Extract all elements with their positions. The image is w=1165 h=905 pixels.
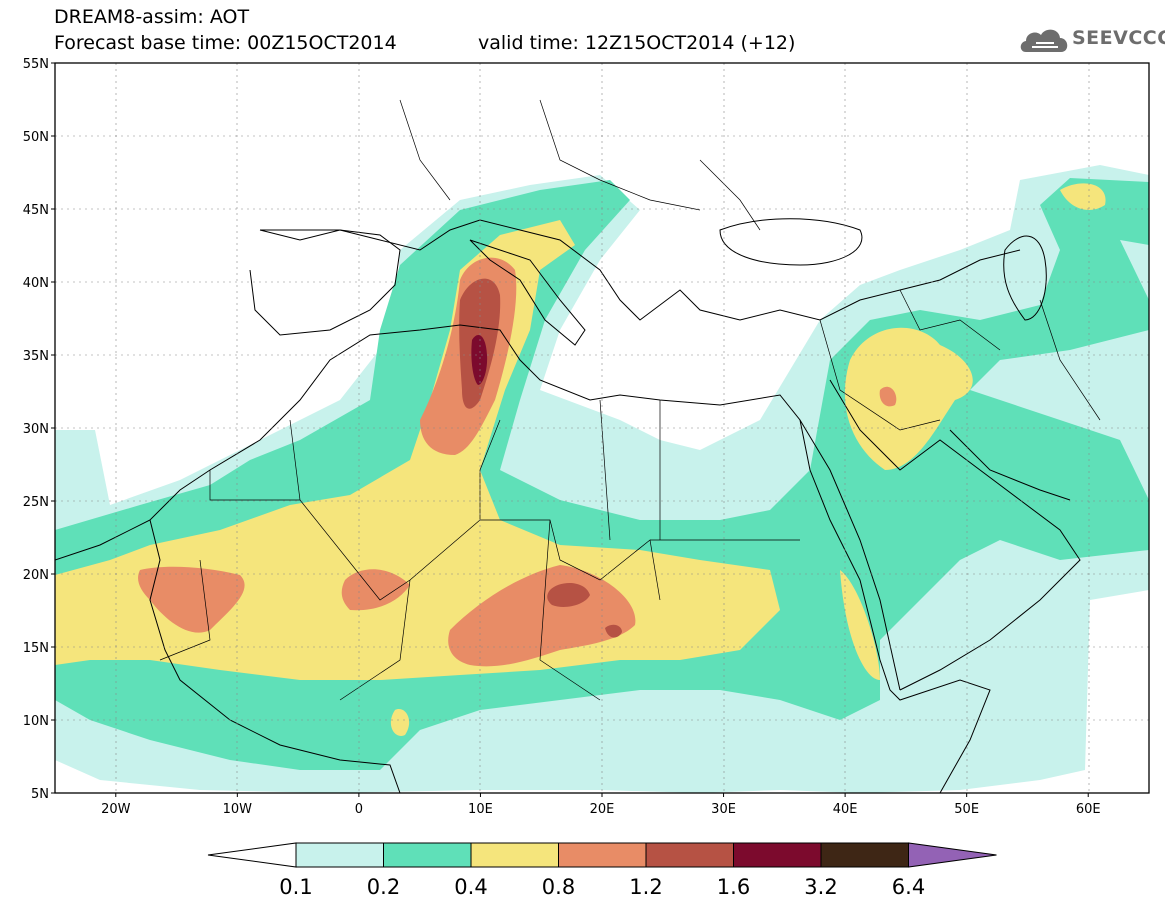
lat-tick-label: 25N bbox=[23, 495, 49, 510]
lon-tick-label: 0 bbox=[355, 802, 363, 817]
aot-band-1.2 bbox=[459, 278, 622, 638]
map-title: DREAM8-assim: AOT bbox=[54, 6, 250, 28]
colorbar-label: 1.2 bbox=[629, 875, 662, 899]
lat-tick-label: 5N bbox=[31, 787, 49, 802]
lat-tick-label: 15N bbox=[23, 641, 49, 656]
colorbar-swatch bbox=[733, 842, 822, 868]
aot-band-1.6 bbox=[471, 335, 488, 385]
iberia-coast bbox=[249, 229, 401, 336]
colorbar-label: 3.2 bbox=[804, 875, 837, 899]
lat-tick-label: 55N bbox=[23, 57, 49, 72]
coastlines bbox=[55, 99, 1101, 793]
colorbar-label: 0.4 bbox=[454, 875, 487, 899]
colorbar-label: 6.4 bbox=[892, 875, 925, 899]
forecast-base-time: Forecast base time: 00Z15OCT2014 bbox=[54, 32, 397, 54]
graticule bbox=[55, 63, 1149, 793]
colorbar-over-arrow bbox=[908, 842, 997, 868]
colorbar-label: 0.1 bbox=[279, 875, 312, 899]
country-borders bbox=[159, 99, 1101, 701]
lat-tick-label: 40N bbox=[23, 276, 49, 291]
colorbar-swatch bbox=[558, 842, 647, 868]
persian-gulf bbox=[949, 429, 1071, 501]
colorbar-swatch bbox=[295, 842, 384, 868]
cloud-icon bbox=[1020, 29, 1068, 52]
europe-coastline bbox=[259, 219, 1021, 321]
lon-tick-label: 10W bbox=[223, 802, 253, 817]
colorbar-swatch bbox=[645, 842, 734, 868]
lon-tick-label: 30E bbox=[711, 802, 736, 817]
arabia-coast bbox=[829, 379, 1081, 691]
colorbar-swatch bbox=[383, 842, 472, 868]
west-africa-coast bbox=[149, 519, 401, 793]
lon-tick-label: 60E bbox=[1076, 802, 1101, 817]
colorbar-under-arrow bbox=[207, 842, 297, 868]
colorbar-label: 0.2 bbox=[367, 875, 400, 899]
red-sea bbox=[799, 419, 901, 691]
logo-text: SEEVCCC bbox=[1072, 27, 1165, 49]
valid-time: valid time: 12Z15OCT2014 (+12) bbox=[478, 32, 796, 54]
colorbar-swatch bbox=[470, 842, 559, 868]
aot-band-0.8 bbox=[138, 257, 897, 667]
lon-tick-label: 10E bbox=[468, 802, 493, 817]
colorbar-label: 0.8 bbox=[542, 875, 575, 899]
seevccc-logo: SEEVCCC bbox=[1018, 22, 1165, 58]
colorbar-label: 1.6 bbox=[717, 875, 750, 899]
lat-tick-label: 30N bbox=[23, 422, 49, 437]
africa-coastline bbox=[55, 324, 991, 793]
lon-tick-label: 20E bbox=[590, 802, 615, 817]
lat-tick-label: 50N bbox=[23, 130, 49, 145]
lon-tick-label: 50E bbox=[954, 802, 979, 817]
lat-tick-label: 45N bbox=[23, 203, 49, 218]
lon-tick-label: 20W bbox=[101, 802, 131, 817]
colorbar: 0.1 0.2 0.4 0.8 1.2 1.6 3.2 6.4 bbox=[207, 842, 997, 899]
lon-tick-label: 40E bbox=[833, 802, 858, 817]
aot-band-0.4 bbox=[55, 183, 1106, 736]
caspian-sea bbox=[1003, 235, 1047, 321]
lat-tick-label: 10N bbox=[23, 714, 49, 729]
colorbar-swatch bbox=[820, 842, 909, 868]
italy-coast bbox=[469, 239, 586, 346]
lat-tick-label: 35N bbox=[23, 349, 49, 364]
lat-tick-label: 20N bbox=[23, 568, 49, 583]
axis-labels: 5N 10N 15N 20N 25N 30N 35N 40N 45N 50N 55N 20W 10W 0 1… bbox=[23, 57, 1101, 817]
black-sea bbox=[719, 218, 863, 266]
